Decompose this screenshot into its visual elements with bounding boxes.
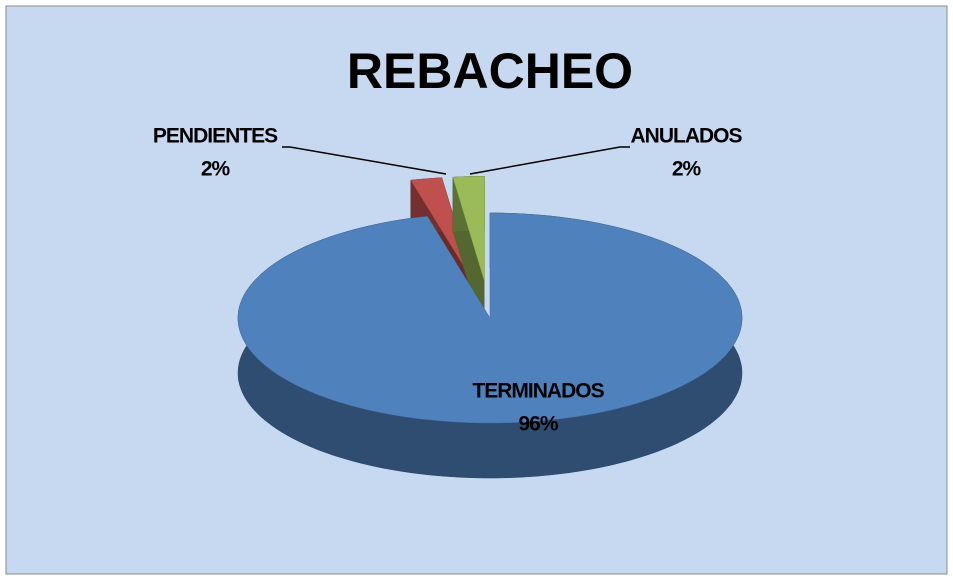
data-label-value: 2% bbox=[672, 158, 702, 181]
leader-line bbox=[469, 146, 630, 175]
chart-title: REBACHEO bbox=[347, 43, 633, 99]
data-label-value: 2% bbox=[201, 158, 231, 181]
data-label-name: PENDIENTES bbox=[153, 125, 278, 148]
pie bbox=[237, 176, 743, 479]
leader-line bbox=[282, 146, 447, 175]
data-label-name: ANULADOS bbox=[631, 125, 743, 148]
slice bbox=[237, 212, 743, 424]
slice bbox=[410, 177, 474, 283]
slice bbox=[452, 176, 485, 282]
data-label-value: 96% bbox=[518, 413, 558, 436]
data-label-name: TERMINADOS bbox=[472, 380, 604, 403]
